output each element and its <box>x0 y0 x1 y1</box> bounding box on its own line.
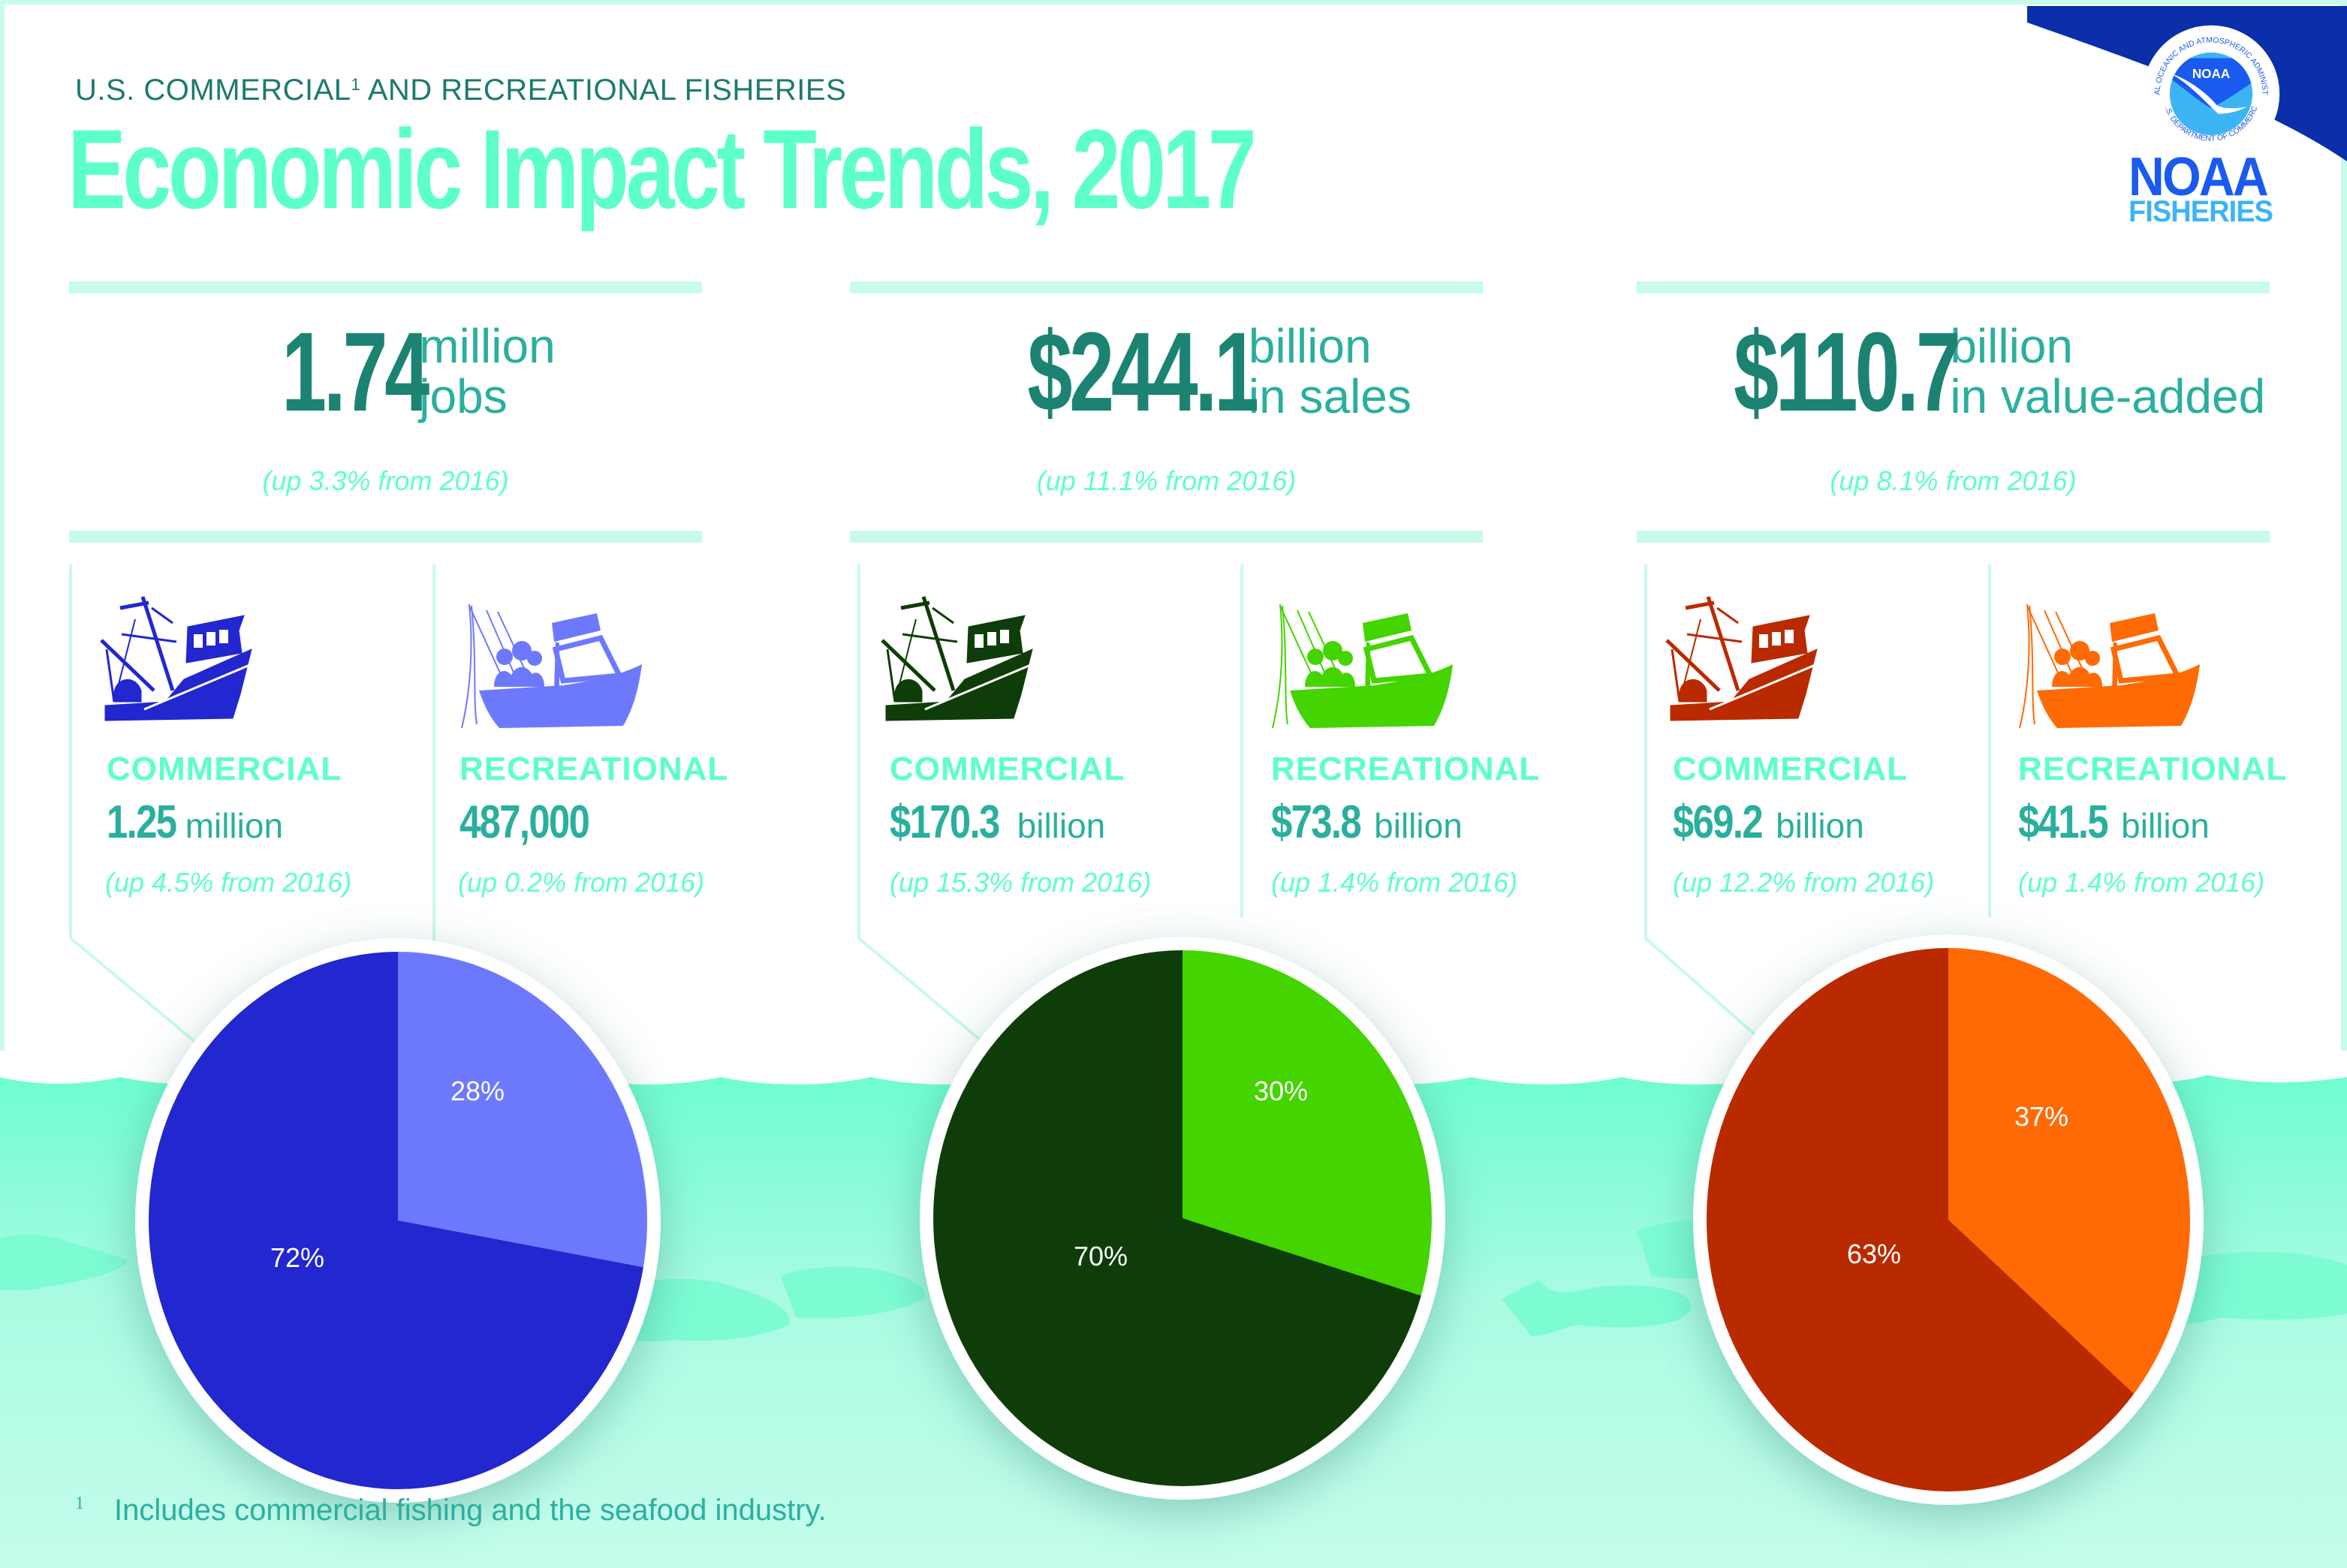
frame-border-right <box>2341 0 2347 1568</box>
separator-jobs-mid <box>432 564 435 1090</box>
jobs-pie-chart: 28% 72% <box>135 938 661 1503</box>
jobs-recreational-pct: 28% <box>450 1076 505 1106</box>
separator-value-mid <box>1988 564 1991 917</box>
noaa-wordmark: NOAA <box>2129 147 2269 207</box>
divider-bottom-jobs <box>69 531 702 543</box>
fisheries-wordmark: FISHERIES <box>2129 195 2273 228</box>
value-added-commercial-pct: 63% <box>1847 1238 1902 1269</box>
jobs-recreational-value: 487,000 <box>459 796 590 848</box>
page-subtitle: U.S. COMMERCIAL1 AND RECREATIONAL FISHER… <box>75 74 846 107</box>
value-added-pie-chart: 37% 63% <box>1693 934 2204 1505</box>
sales-total-change: (up 11.1% from 2016) <box>1036 465 1297 496</box>
page-title: Economic Impact Trends, 2017 <box>68 106 1257 232</box>
sales-recreational-change: (up 1.4% from 2016) <box>1271 867 1518 898</box>
jobs-commercial-label: COMMERCIAL <box>107 751 342 787</box>
sales-commercial-pct: 70% <box>1074 1241 1128 1272</box>
sales-total-unit: billion in sales <box>1248 318 1412 423</box>
emblem-text: NOAA <box>2192 67 2230 81</box>
value-added-commercial-change: (up 12.2% from 2016) <box>1673 867 1935 898</box>
sales-commercial-label: COMMERCIAL <box>890 751 1125 787</box>
sales-total-stat: $244.1 billion in sales <box>863 315 1487 428</box>
value-added-recreational-label: RECREATIONAL <box>2018 751 2288 787</box>
blue-swoosh-decoration <box>2027 6 2347 161</box>
jobs-total-change: (up 3.3% from 2016) <box>262 465 509 496</box>
value-added-total-value: $110.7 <box>1733 308 1961 435</box>
footnote-mark: 1 <box>75 1494 84 1513</box>
separator-value-left <box>1644 564 1647 940</box>
jobs-total-unit: million jobs <box>419 318 556 423</box>
value-added-recreational-pct: 37% <box>2014 1101 2069 1132</box>
footnote: 1 Includes commercial fishing and the sea… <box>75 1494 827 1527</box>
noaa-emblem-icon: NOAA NATIONAL OCEANIC AND ATMOSPHERIC AD… <box>2140 23 2280 163</box>
divider-top-value <box>1637 281 2270 293</box>
divider-top-sales <box>850 281 1483 293</box>
jobs-pie <box>149 952 647 1489</box>
sales-commercial-change: (up 15.3% from 2016) <box>890 867 1152 898</box>
sales-recreational-value: $73.8 billion <box>1271 796 1463 848</box>
footnote-text: Includes commercial fishing and the seaf… <box>114 1494 827 1527</box>
separator-jobs-left <box>69 564 72 940</box>
value-added-recreational-value: $41.5 billion <box>2018 796 2210 848</box>
jobs-commercial-value: 1.25 million <box>107 796 284 848</box>
sales-pie-chart: 30% 70% <box>920 937 1445 1500</box>
jobs-commercial-change: (up 4.5% from 2016) <box>105 867 352 898</box>
jobs-recreational-label: RECREATIONAL <box>459 751 729 787</box>
commercial-boat-icon <box>100 596 252 721</box>
value-added-pie <box>1707 948 2190 1491</box>
jobs-commercial-pct: 72% <box>270 1242 325 1273</box>
divider-bottom-value <box>1637 531 2270 543</box>
sales-commercial-value: $170.3 billion <box>890 796 1106 848</box>
divider-top-jobs <box>69 281 702 293</box>
sales-recreational-label: RECREATIONAL <box>1271 751 1541 787</box>
sales-recreational-pct: 30% <box>1254 1076 1309 1106</box>
subtitle-text: U.S. COMMERCIAL <box>75 74 351 107</box>
sales-total-value: $244.1 <box>1027 308 1259 435</box>
value-added-total-change: (up 8.1% from 2016) <box>1830 465 2077 496</box>
value-added-commercial-value: $69.2 billion <box>1673 796 1864 848</box>
commercial-boat-icon <box>1665 596 1818 721</box>
sales-pie <box>933 950 1432 1486</box>
jobs-recreational-change: (up 0.2% from 2016) <box>458 867 705 898</box>
footnote-marker: 1 <box>351 75 361 94</box>
recreational-boat-icon <box>461 603 642 729</box>
commercial-boat-icon <box>881 596 1033 721</box>
value-added-commercial-label: COMMERCIAL <box>1673 751 1909 787</box>
subtitle-text-rest: AND RECREATIONAL FISHERIES <box>360 74 847 107</box>
value-added-total-stat: $110.7 billion in value-added <box>1607 315 2305 428</box>
jobs-total-value: 1.74 <box>282 308 429 435</box>
recreational-boat-icon <box>2019 603 2200 729</box>
frame-border-top <box>0 0 2347 5</box>
separator-sales-left <box>857 564 860 940</box>
jobs-total-stat: 1.74 million jobs <box>90 315 691 428</box>
separator-sales-mid <box>1240 564 1243 917</box>
divider-bottom-sales <box>850 531 1483 543</box>
value-added-total-unit: billion in value-added <box>1950 318 2266 423</box>
frame-border-left <box>0 0 5 1568</box>
recreational-boat-icon <box>1272 603 1453 729</box>
value-added-recreational-change: (up 1.4% from 2016) <box>2018 867 2265 898</box>
